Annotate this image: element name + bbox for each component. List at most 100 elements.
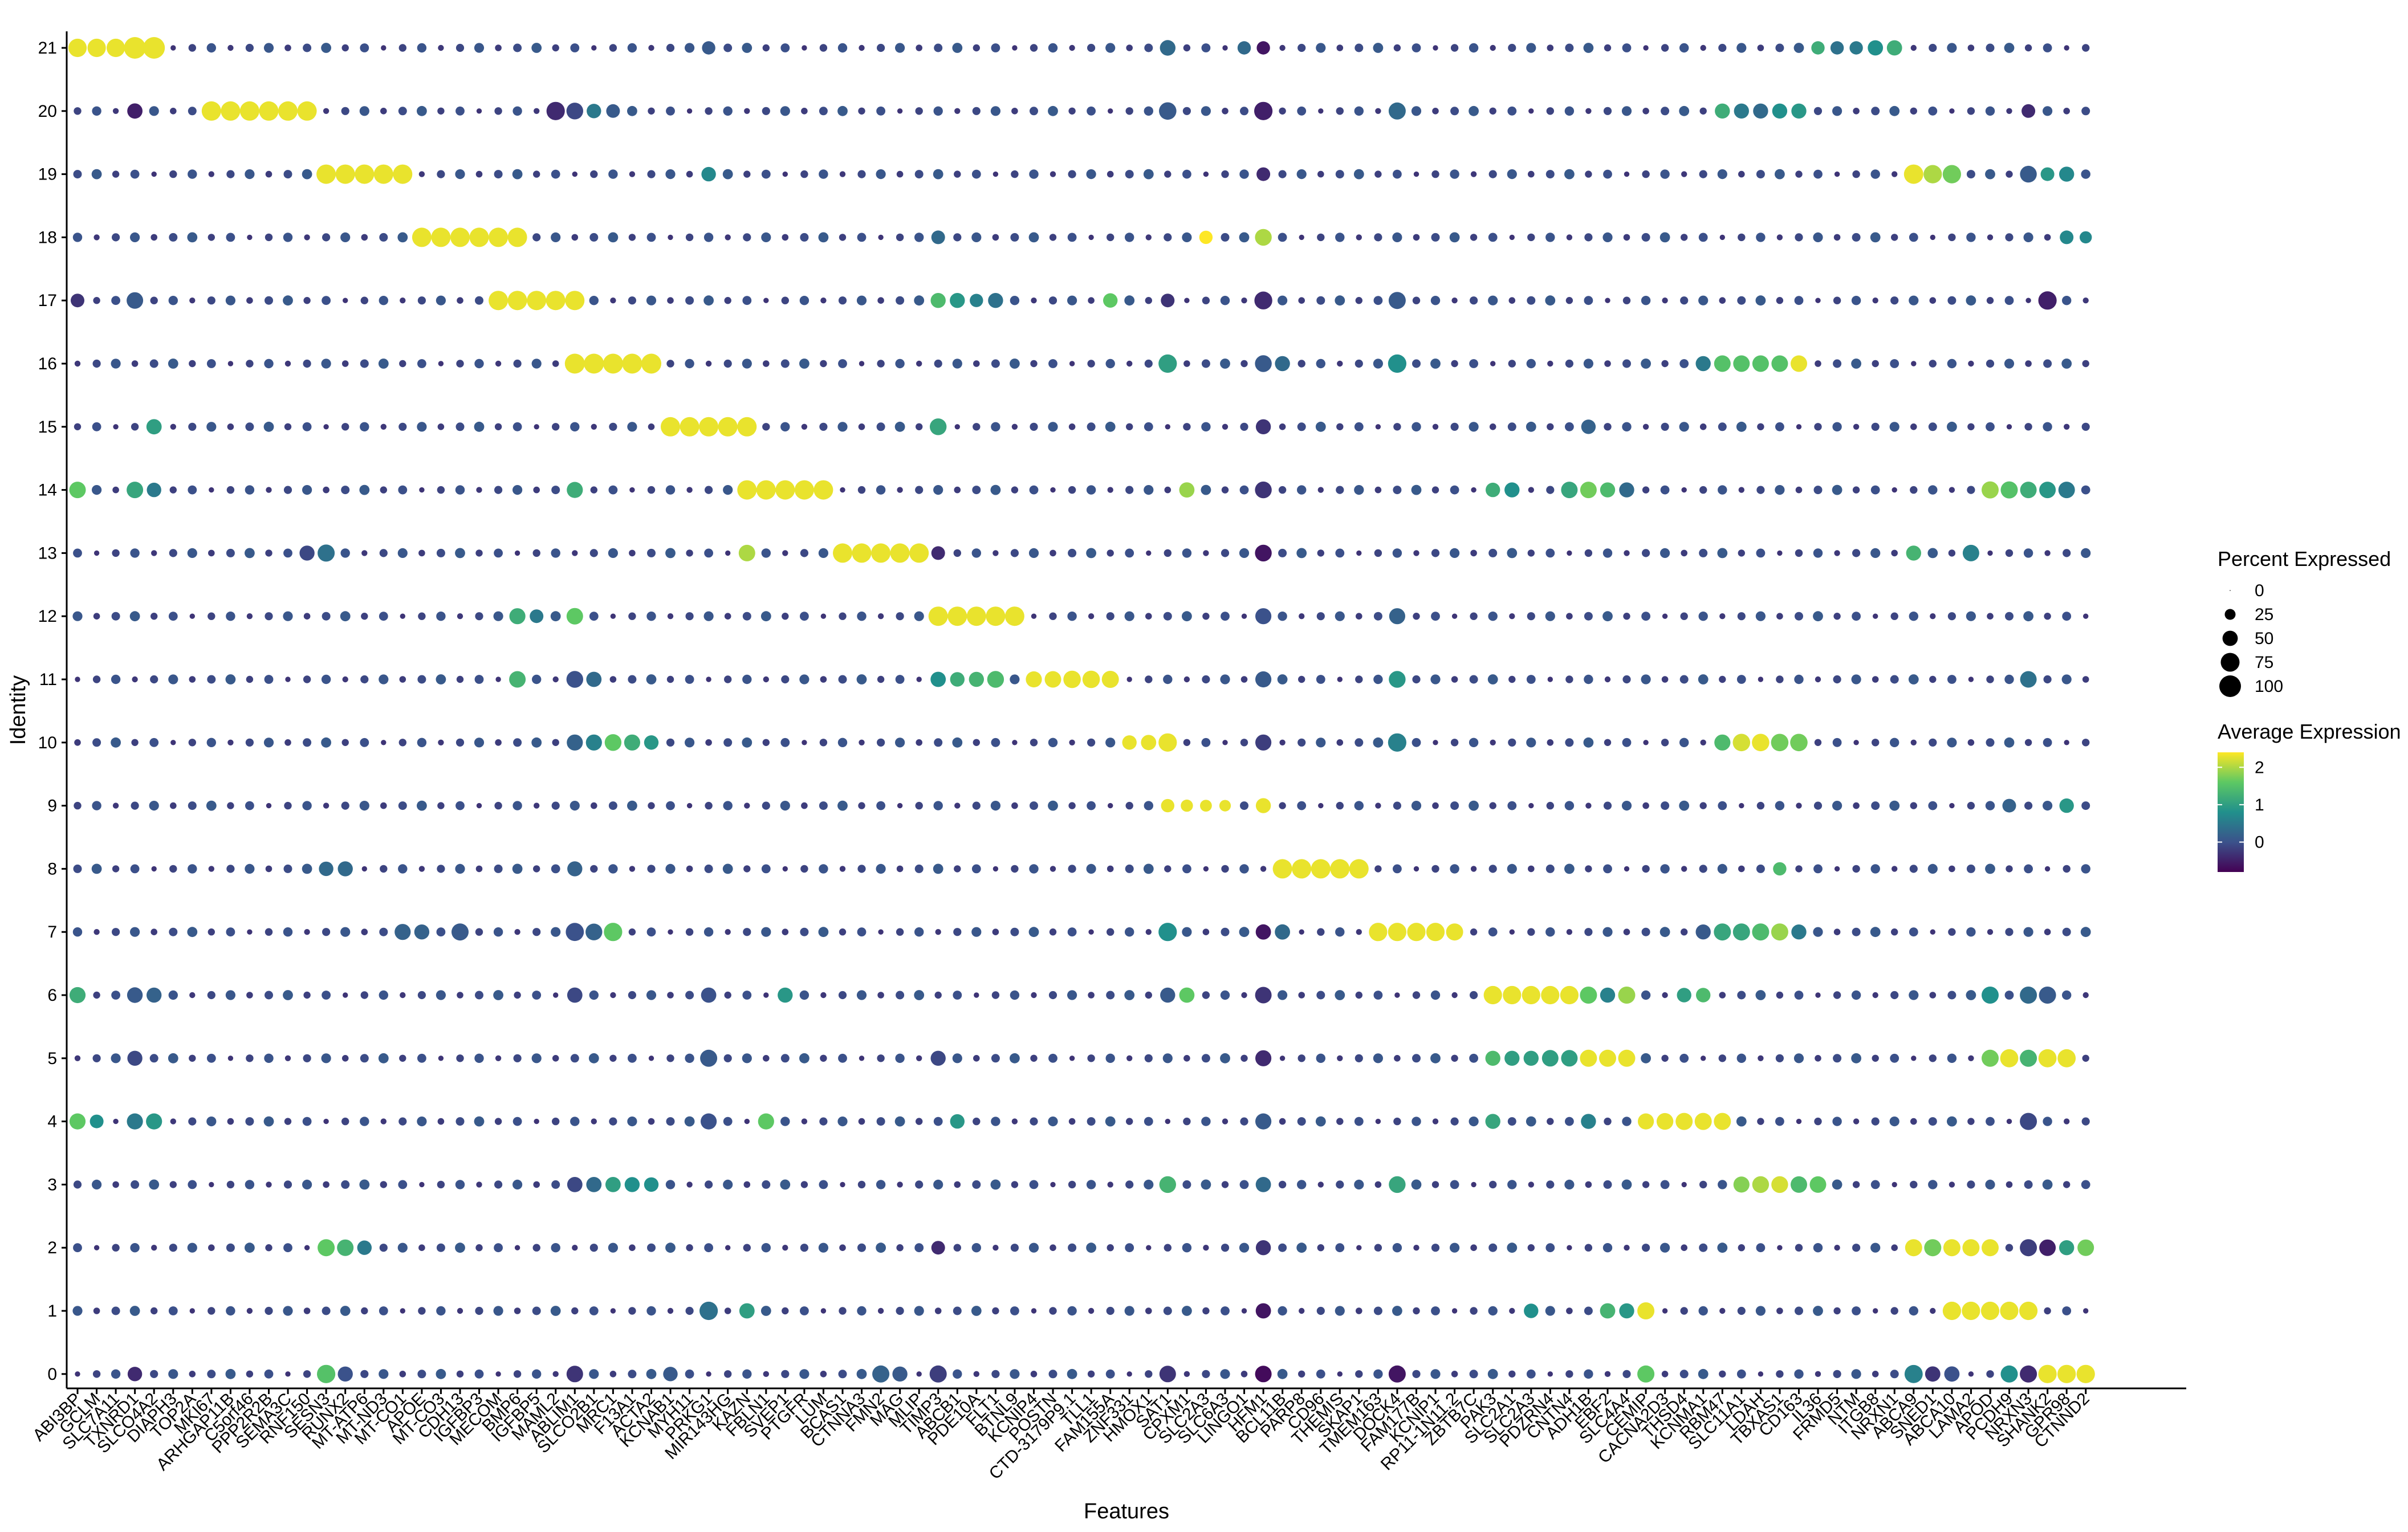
dot-11-KCNIP4 xyxy=(1026,671,1042,688)
dot-4-SLCO4A2 xyxy=(146,1113,162,1130)
dot-2-ITGB8 xyxy=(1870,1242,1881,1253)
dot-17-SHANK2 xyxy=(2038,291,2057,310)
dot-16-TIMP3 xyxy=(934,359,942,368)
dot-7-IGFBP5 xyxy=(532,928,541,936)
dot-8-TIMP3 xyxy=(933,863,943,874)
dot-18-CACNA2D3 xyxy=(1659,232,1670,243)
dot-11-ADH1B xyxy=(1584,674,1593,684)
dot-1-PDZRN4 xyxy=(1545,1306,1555,1316)
dot-18-ACTA2 xyxy=(646,233,656,242)
dot-12-ABI3BP xyxy=(72,611,83,621)
dot-2-FLT1 xyxy=(993,1245,999,1251)
dot-1-MAG xyxy=(896,1306,904,1315)
dot-14-RBM47 xyxy=(1718,485,1727,495)
dot-16-SNED1 xyxy=(1929,360,1937,368)
dot-6-IGFBP5 xyxy=(532,991,542,1000)
dot-9-F13A1 xyxy=(627,800,637,811)
dot-2-IGFBP3 xyxy=(475,1244,483,1252)
dot-18-FAM155A xyxy=(1107,233,1114,242)
dot-17-SKAP1 xyxy=(1355,297,1362,304)
dot-8-SESN3 xyxy=(319,861,333,877)
dot-2-SLCO2B1 xyxy=(589,1244,598,1252)
dot-13-MKI67 xyxy=(208,549,215,557)
dot-21-ACTA2 xyxy=(648,44,654,51)
dot-18-KCNIP1 xyxy=(1431,233,1440,242)
dot-9-CD163 xyxy=(1796,802,1802,809)
dot-8-LAMA2 xyxy=(1966,864,1975,873)
dot-8-SLC2A3 xyxy=(1203,866,1209,872)
dot-19-GPR98 xyxy=(2059,166,2075,182)
dot-6-SLCO4A2 xyxy=(147,987,162,1003)
dot-1-NRXN3 xyxy=(2019,1301,2038,1321)
dot-8-PARP8 xyxy=(1292,859,1312,879)
dot-12-LAMA2 xyxy=(1966,611,1976,621)
dot-18-RNF150 xyxy=(304,234,310,241)
dot-19-KCNIP4 xyxy=(1029,169,1039,179)
dot-12-FBLN1 xyxy=(760,611,771,622)
dot-12-SESN3 xyxy=(322,612,331,621)
dot-6-RP11-1N11.2 xyxy=(1451,992,1458,999)
dot-16-DOCK4 xyxy=(1388,354,1406,373)
dot-18-TIMP3 xyxy=(931,230,945,245)
dot-8-TOP2A xyxy=(188,864,197,874)
dot-13-NTM xyxy=(1852,549,1861,557)
dot-13-CD96 xyxy=(1317,549,1324,557)
dot-20-IGFBP5 xyxy=(534,108,540,114)
dot-7-FMN2 xyxy=(878,929,884,935)
dot-10-DIAPH3 xyxy=(170,740,176,745)
dot-4-KAZN xyxy=(744,1118,750,1124)
dot-2-MT-CO1 xyxy=(397,1242,408,1253)
dot-6-PAK3 xyxy=(1483,985,1502,1005)
dot-17-DIAPH3 xyxy=(168,296,178,305)
dot-20-PTGFR xyxy=(801,108,808,115)
dot-9-LUM xyxy=(819,801,828,810)
dot-10-MAG xyxy=(895,738,905,748)
dot-14-RP11-1N11.2 xyxy=(1450,485,1459,495)
dot-14-POSTN xyxy=(1050,487,1056,493)
dot-4-MECOM xyxy=(494,1118,502,1125)
dot-19-THSD4 xyxy=(1681,171,1687,177)
dot-10-ABCA10 xyxy=(1947,738,1957,748)
dot-4-FRMD5 xyxy=(1832,1117,1842,1126)
dot-1-ABCA9 xyxy=(1909,1306,1918,1316)
dot-9-CNTN4 xyxy=(1564,801,1575,810)
dot-14-GPR98 xyxy=(2058,482,2075,499)
dot-6-LAMA2 xyxy=(1966,990,1976,1000)
dot-18-SLC2A1 xyxy=(1509,234,1515,241)
dot-19-KCNMA1 xyxy=(1699,170,1707,178)
dot-2-FMN2 xyxy=(876,1242,886,1253)
dot-18-MIR143HG xyxy=(725,234,731,241)
dot-0-APOE xyxy=(417,1370,426,1379)
dot-6-SLC6A3 xyxy=(1220,990,1230,1000)
dot-13-RNF150 xyxy=(299,545,315,561)
dot-9-LINGO1 xyxy=(1240,801,1248,810)
dot-16-SVEP1 xyxy=(780,359,790,368)
dot-12-MYH11 xyxy=(685,612,694,621)
dot-13-SLCO2B1 xyxy=(589,549,598,557)
dot-14-SKAP1 xyxy=(1354,485,1364,495)
dot-9-MAML2 xyxy=(551,801,560,810)
dot-13-TMEM163 xyxy=(1374,549,1382,557)
dot-19-SLC7A11 xyxy=(112,170,120,178)
dot-0-SLC7A11 xyxy=(111,1369,121,1379)
dot-2-IL36 xyxy=(1813,1243,1823,1253)
dot-11-MYH11 xyxy=(685,675,694,684)
dot-1-SLC11A1 xyxy=(1737,1306,1746,1315)
dot-10-ITGB8 xyxy=(1872,739,1880,747)
dot-7-BCL11B xyxy=(1275,924,1291,940)
dot-21-CTD-3179P9.1 xyxy=(1069,44,1075,51)
dot-20-NTM xyxy=(1853,108,1860,115)
dot-5-ABCA9 xyxy=(1911,1056,1917,1061)
dot-8-LDAH xyxy=(1756,864,1765,873)
dot-21-ABCB1 xyxy=(952,43,963,53)
dot-11-PPP2R2B xyxy=(264,675,274,684)
dot-3-SLC2A3 xyxy=(1528,1181,1534,1188)
dot-2-MT-ATP6 xyxy=(357,1240,372,1255)
dot-2-SLC2A3 xyxy=(1527,1244,1535,1252)
dot-21-IGFBP3 xyxy=(474,43,485,53)
dot-6-IL36 xyxy=(1815,992,1821,998)
dot-4-APOD xyxy=(1986,1117,1995,1126)
dot-9-MT-CO3 xyxy=(437,802,445,809)
dot-16-NTM xyxy=(1851,358,1862,369)
dot-4-C5orf46 xyxy=(245,1117,254,1126)
